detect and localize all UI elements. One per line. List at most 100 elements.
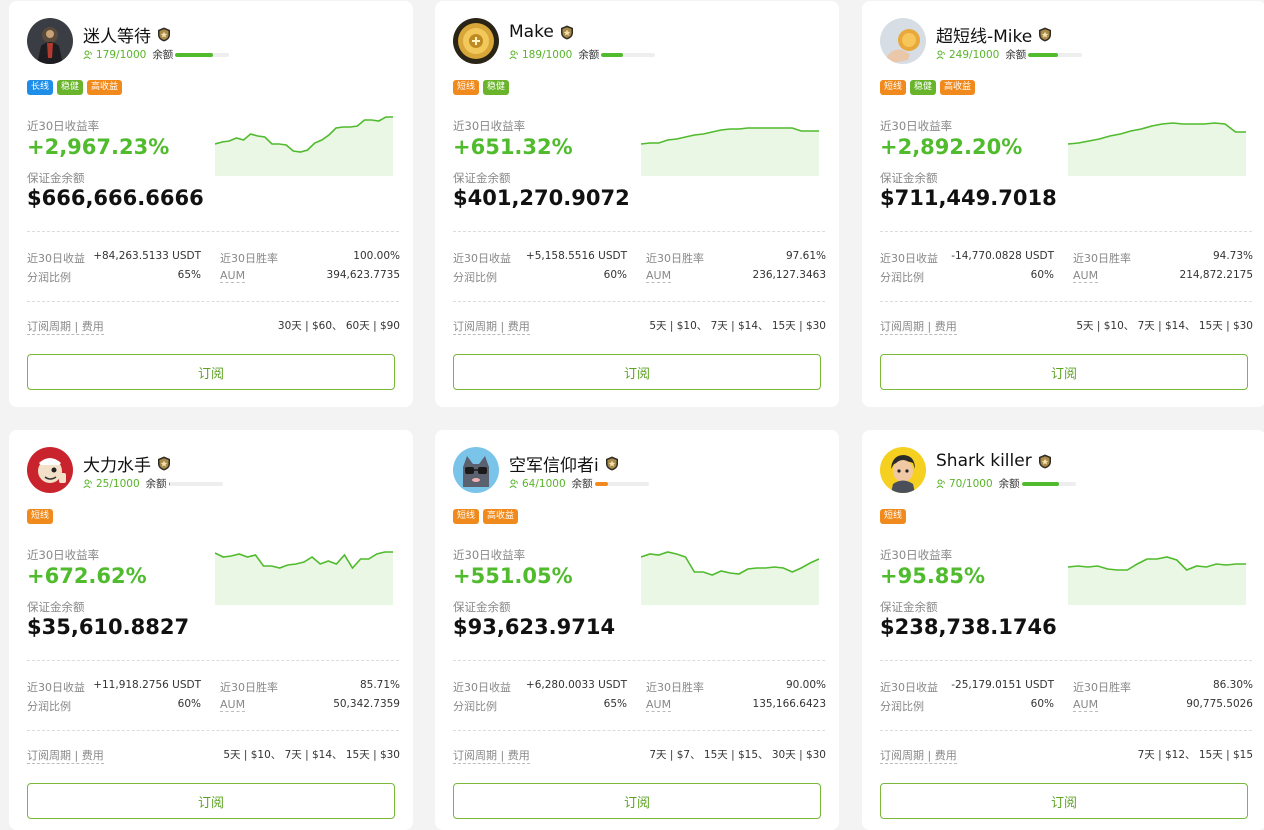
divider xyxy=(453,660,825,661)
return-30d-value: +95.85% xyxy=(880,564,986,588)
aum-label[interactable]: AUM xyxy=(646,269,672,283)
strategy-tag: 稳健 xyxy=(910,80,937,95)
subscribe-button[interactable]: 订阅 xyxy=(880,783,1248,819)
strategy-tag: 长线 xyxy=(27,80,54,95)
trader-name[interactable]: 超短线-Mike xyxy=(936,27,1033,47)
trader-card[interactable]: 超短线-Mike 249/1000 余额 短线 稳健 高收益 近30日收益率 +2,… xyxy=(862,1,1264,407)
winrate-30d-value: 97.61% xyxy=(785,250,826,262)
follower-count: 64/1000 xyxy=(509,478,566,490)
subscribe-button[interactable]: 订阅 xyxy=(453,783,821,819)
strategy-tag: 高收益 xyxy=(940,80,976,95)
shield-badge-icon xyxy=(605,456,619,471)
trader-name[interactable]: 迷人等待 xyxy=(83,27,151,47)
gold-coin-avatar[interactable] xyxy=(453,18,499,64)
profit-30d-label: 近30日收益 xyxy=(453,252,511,265)
aum-label[interactable]: AUM xyxy=(646,698,672,712)
period-fee-value: 5天 | $10、 7天 | $14、 15天 | $30 xyxy=(223,749,400,761)
sailor-avatar[interactable] xyxy=(27,447,73,493)
winrate-30d-value: 100.00% xyxy=(353,250,400,262)
follower-count-text: 64/1000 xyxy=(522,477,566,490)
margin-balance-label: 保证金余额 xyxy=(880,171,938,185)
margin-balance-label: 保证金余额 xyxy=(27,600,85,614)
follower-count-text: 70/1000 xyxy=(949,477,993,490)
period-fee-label[interactable]: 订阅周期 | 费用 xyxy=(880,320,957,335)
margin-balance-label: 保证金余额 xyxy=(453,600,511,614)
subscribe-button[interactable]: 订阅 xyxy=(880,354,1248,390)
coin-hand-avatar[interactable] xyxy=(880,18,926,64)
follower-count: 249/1000 xyxy=(936,49,999,61)
follower-count: 189/1000 xyxy=(509,49,572,61)
aum-label[interactable]: AUM xyxy=(220,269,246,283)
trader-name[interactable]: Shark killer xyxy=(936,451,1032,471)
trader-card[interactable]: 迷人等待 179/1000 余额 长线 稳健 高收益 近30日收益率 +2,967.… xyxy=(9,1,413,407)
winrate-30d-value: 90.00% xyxy=(785,679,826,691)
follower-count-text: 249/1000 xyxy=(949,48,1000,61)
trader-name[interactable]: 大力水手 xyxy=(83,456,151,476)
strategy-tag: 稳健 xyxy=(57,80,84,95)
subscribe-button[interactable]: 订阅 xyxy=(453,354,821,390)
share-ratio-label: 分润比例 xyxy=(880,700,924,713)
follower-count: 179/1000 xyxy=(83,49,146,61)
margin-balance-label: 保证金余额 xyxy=(453,171,511,185)
trader-card[interactable]: 空军信仰者i 64/1000 余额 短线 高收益 近30日收益率 +551.05%… xyxy=(435,430,839,830)
aum-label[interactable]: AUM xyxy=(1073,698,1099,712)
profit-sparkline xyxy=(1068,122,1246,176)
follower-count-text: 25/1000 xyxy=(96,477,140,490)
tag-list: 短线 稳健 xyxy=(453,80,510,95)
divider xyxy=(880,301,1252,302)
tag-list: 短线 高收益 xyxy=(453,509,519,524)
trader-card[interactable]: 大力水手 25/1000 余额 短线 近30日收益率 +672.62% 保证金余… xyxy=(9,430,413,830)
period-fee-label[interactable]: 订阅周期 | 费用 xyxy=(27,320,104,335)
warrior-avatar[interactable] xyxy=(27,18,73,64)
period-fee-label[interactable]: 订阅周期 | 费用 xyxy=(27,749,104,764)
trader-name[interactable]: Make xyxy=(509,22,554,42)
return-30d-label: 近30日收益率 xyxy=(453,119,526,133)
period-fee-value: 5天 | $10、 7天 | $14、 15天 | $30 xyxy=(649,320,826,332)
period-fee-label[interactable]: 订阅周期 | 费用 xyxy=(453,320,530,335)
return-30d-value: +672.62% xyxy=(27,564,147,588)
trader-card[interactable]: Shark killer 70/1000 余额 短线 近30日收益率 +95.8… xyxy=(862,430,1264,830)
divider xyxy=(27,660,399,661)
share-ratio-value: 60% xyxy=(177,698,201,710)
balance-bar xyxy=(1028,52,1083,57)
period-fee-label[interactable]: 订阅周期 | 费用 xyxy=(453,749,530,764)
shield-badge-icon xyxy=(1038,454,1052,469)
return-30d-value: +2,892.20% xyxy=(880,135,1023,159)
balance-bar-fill xyxy=(1021,481,1060,486)
trader-card[interactable]: Make 189/1000 余额 短线 稳健 近30日收益率 +651.32% 保… xyxy=(435,1,839,407)
strategy-tag: 高收益 xyxy=(483,509,519,524)
share-ratio-value: 60% xyxy=(1030,698,1054,710)
divider xyxy=(27,231,399,232)
aum-value: 135,166.6423 xyxy=(752,698,826,710)
share-ratio-label: 分润比例 xyxy=(453,700,497,713)
follower-count: 70/1000 xyxy=(936,478,993,490)
profit-30d-label: 近30日收益 xyxy=(880,681,938,694)
profit-sparkline xyxy=(215,116,393,176)
divider xyxy=(27,730,399,731)
strategy-tag: 短线 xyxy=(453,509,480,524)
aum-label[interactable]: AUM xyxy=(1073,269,1099,283)
period-fee-label[interactable]: 订阅周期 | 费用 xyxy=(880,749,957,764)
aum-label[interactable]: AUM xyxy=(220,698,246,712)
subscribe-button[interactable]: 订阅 xyxy=(27,783,395,819)
return-30d-value: +2,967.23% xyxy=(27,135,170,159)
strategy-tag: 高收益 xyxy=(87,80,123,95)
shield-badge-icon xyxy=(157,27,171,42)
period-fee-value: 7天 | $12、 15天 | $15 xyxy=(1137,749,1253,761)
tag-list: 短线 稳健 高收益 xyxy=(880,80,976,95)
balance-bar xyxy=(168,481,223,486)
divider xyxy=(453,231,825,232)
margin-balance-label: 保证金余额 xyxy=(880,600,938,614)
period-fee-value: 30天 | $60、 60天 | $90 xyxy=(277,320,400,332)
return-30d-label: 近30日收益率 xyxy=(27,119,100,133)
cat-avatar[interactable] xyxy=(453,447,499,493)
shark-killer-avatar[interactable] xyxy=(880,447,926,493)
share-ratio-value: 60% xyxy=(603,269,627,281)
subscribe-button[interactable]: 订阅 xyxy=(27,354,395,390)
trader-name[interactable]: 空军信仰者i xyxy=(509,456,599,476)
balance-label: 余额 xyxy=(571,478,593,490)
share-ratio-value: 60% xyxy=(1030,269,1054,281)
balance-label: 余额 xyxy=(152,49,174,61)
balance-bar-fill xyxy=(601,52,623,57)
